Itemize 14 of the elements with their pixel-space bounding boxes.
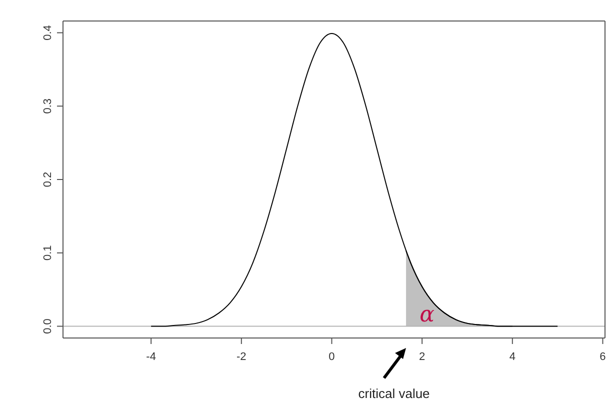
x-tick-label: -4 [146,350,156,363]
x-tick-label: -2 [236,350,246,363]
y-tick-label: 0.4 [42,25,54,40]
y-tick-label: 0.2 [42,172,54,188]
text: critical value [358,386,430,401]
x-tick-label: 0 [328,350,335,363]
series-label: α [420,302,435,328]
y-tick-label: 0.1 [42,245,54,261]
line-series [150,32,558,327]
x-tick-label: 4 [509,350,516,363]
y-tick-label: 0.0 [42,318,54,334]
x-tick-label: 2 [419,350,426,363]
y-tick-label: 0.3 [42,98,54,114]
x-tick-label: 6 [600,350,606,363]
